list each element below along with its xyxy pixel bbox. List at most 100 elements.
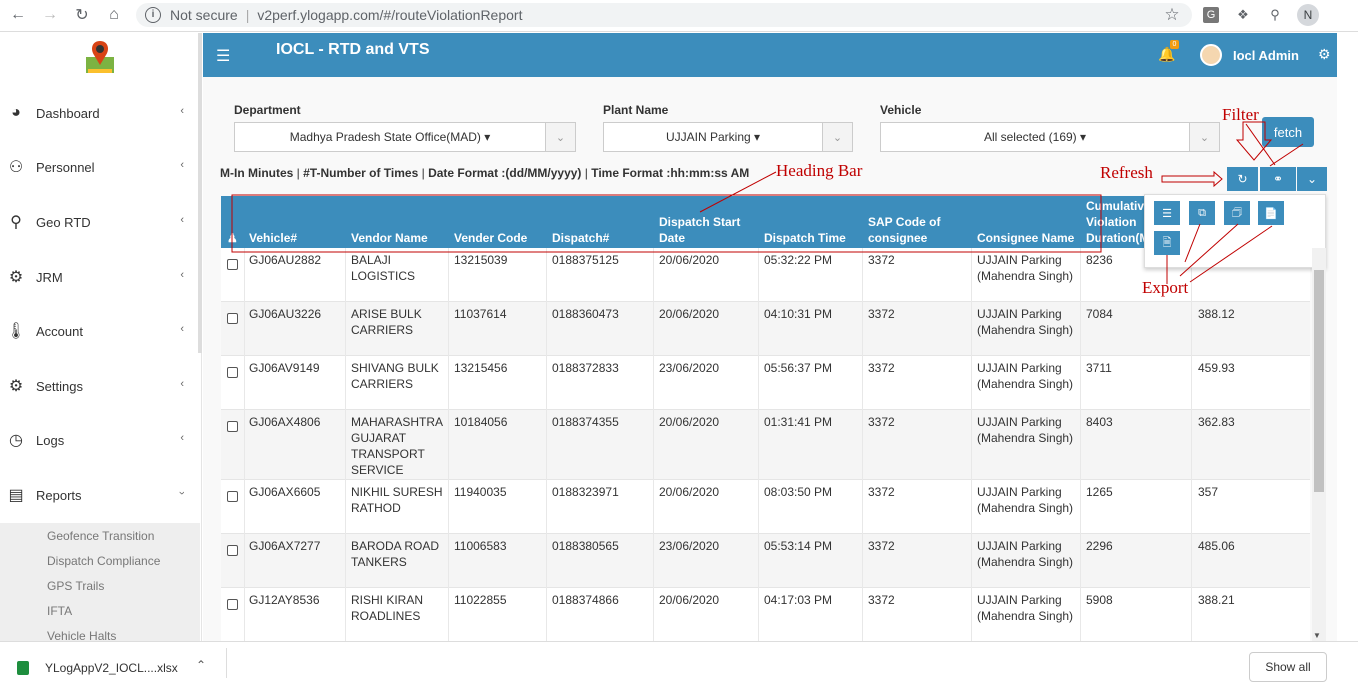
column-header[interactable]: SAP Code of consignee — [868, 215, 941, 245]
user-avatar[interactable] — [1200, 44, 1222, 66]
cell-extra: 388.12 — [1198, 307, 1235, 321]
department-select[interactable]: Madhya Pradesh State Office(MAD) ▾ ⌄ — [234, 122, 576, 152]
export-dropdown-button[interactable]: ⌄ — [1297, 167, 1327, 191]
export-csv-button[interactable]: 📄 — [1257, 200, 1285, 226]
sidebar-scrollbar[interactable] — [198, 33, 202, 353]
sidebar-item-logs[interactable]: ◷ Logs ‹ — [0, 420, 200, 460]
submenu-item-ifta[interactable]: IFTA — [47, 604, 73, 618]
cell-cum: 8403 — [1086, 415, 1113, 429]
submenu-item-gps-trails[interactable]: GPS Trails — [47, 579, 105, 593]
column-header[interactable]: Vender Code — [454, 231, 528, 245]
cell-extra: 485.06 — [1198, 539, 1235, 553]
sidebar-item-geo-rtd[interactable]: ⚲ Geo RTD ‹ — [0, 202, 200, 242]
table-row[interactable]: GJ06AU3226 ARISE BULK CARRIERS 11037614 018… — [221, 302, 1310, 356]
sidebar-item-reports[interactable]: ▤ Reports ‹ — [0, 475, 200, 515]
table-row[interactable]: GJ06AV9149 SHIVANG BULK CARRIERS 13215456 0… — [221, 356, 1310, 410]
home-icon[interactable]: ⌂ — [109, 6, 119, 23]
table-row[interactable]: GJ12AY8536 RISHI KIRAN ROADLINES 11022855 0… — [221, 588, 1310, 641]
cell-vendor: MAHARASHTRA GUJARAT TRANSPORT SERVICE — [351, 415, 443, 477]
profile-avatar[interactable]: N — [1297, 4, 1319, 26]
sidebar-item-dashboard[interactable]: ◕ Dashboard ‹ — [0, 93, 200, 133]
export-excel-button[interactable]: 🗇 — [1223, 200, 1251, 226]
user-name[interactable]: Iocl Admin — [1233, 48, 1299, 63]
cell-extra: 357 — [1198, 485, 1219, 499]
chevron-left-icon: ‹ — [180, 105, 184, 117]
column-header[interactable]: Vendor Name — [351, 231, 428, 245]
sidebar-item-label: JRM — [36, 269, 63, 285]
column-settings-button[interactable]: ☰ — [1153, 200, 1181, 226]
extension-g-icon[interactable]: G — [1203, 7, 1219, 23]
extensions-puzzle-icon[interactable]: ❖ — [1237, 7, 1249, 22]
table-scrollbar-thumb[interactable] — [1314, 270, 1324, 492]
vehicle-value: All selected (169) — [983, 130, 1077, 144]
cell-date: 20/06/2020 — [659, 485, 720, 499]
sidebar: ◕ Dashboard ‹ ⚇ Personnel ‹ ⚲ Geo RTD ‹ … — [0, 33, 202, 641]
sidebar-item-jrm[interactable]: ⚙ JRM ‹ — [0, 257, 200, 297]
row-checkbox[interactable] — [227, 491, 238, 502]
column-header[interactable]: Vehicle# — [249, 231, 298, 245]
row-checkbox[interactable] — [227, 313, 238, 324]
sidebar-item-account[interactable]: 🌡 Account ‹ — [0, 311, 200, 351]
table-row[interactable]: GJ06AX6605 NIKHIL SURESH RATHOD 11940035 01… — [221, 480, 1310, 534]
notification-badge: 0 — [1170, 40, 1179, 49]
divider — [226, 648, 227, 678]
row-checkbox[interactable] — [227, 599, 238, 610]
download-filename[interactable]: YLogAppV2_IOCL....xlsx — [45, 661, 178, 675]
address-bar[interactable]: i Not secure | v2perf.ylogapp.com/#/rout… — [136, 3, 1192, 27]
bookmark-star-icon[interactable]: ☆ — [1164, 5, 1180, 24]
filter-toggle-button[interactable]: ⚭ — [1260, 167, 1296, 191]
plant-select[interactable]: UJJAIN Parking ▾ ⌄ — [603, 122, 853, 152]
column-header[interactable]: Cumulative Violation Duration(M) — [1086, 199, 1154, 245]
cogs-icon[interactable]: ⚙ — [1318, 46, 1331, 62]
bell-icon[interactable]: 🔔 — [1158, 46, 1176, 62]
column-header[interactable]: Dispatch# — [552, 231, 610, 245]
hamburger-menu-icon[interactable]: ☰ — [216, 48, 231, 65]
sidebar-item-personnel[interactable]: ⚇ Personnel ‹ — [0, 147, 200, 187]
cell-code: 10184056 — [454, 415, 508, 429]
cell-consignee: UJJAIN Parking (Mahendra Singh) — [977, 307, 1074, 337]
show-all-button[interactable]: Show all — [1249, 652, 1327, 682]
info-icon[interactable]: i — [145, 7, 161, 23]
cell-time: 08:03:50 PM — [764, 485, 833, 499]
column-divider — [758, 248, 759, 641]
format-legend: M-In Minutes | #T-Number of Times | Date… — [220, 166, 750, 180]
table-row[interactable]: GJ06AU2882 BALAJI LOGISTICS 13215039 018837… — [221, 248, 1310, 302]
chevron-up-icon[interactable]: ⌃ — [196, 658, 207, 672]
chevron-down-icon[interactable]: ⌄ — [545, 123, 575, 151]
scroll-down-arrow-icon[interactable]: ▼ — [1313, 631, 1321, 640]
cell-code: 13215039 — [454, 253, 508, 267]
copy-button[interactable]: ⧉ — [1188, 200, 1216, 226]
legend-times: #T-Number of Times — [303, 166, 419, 180]
vehicle-select[interactable]: All selected (169) ▾ ⌄ — [880, 122, 1220, 152]
refresh-button[interactable]: ↻ — [1227, 167, 1258, 191]
table-row[interactable]: GJ06AX7277 BARODA ROAD TANKERS 11006583 018… — [221, 534, 1310, 588]
chevron-down-icon[interactable]: ⌄ — [1189, 123, 1219, 151]
submenu-item-dispatch-compliance[interactable]: Dispatch Compliance — [47, 554, 161, 568]
sidebar-item-settings[interactable]: ⚙ Settings ‹ — [0, 366, 200, 406]
cell-sap: 3372 — [868, 253, 895, 267]
row-checkbox[interactable] — [227, 367, 238, 378]
url-separator: | — [245, 7, 250, 23]
forward-arrow-icon[interactable]: → — [42, 6, 58, 23]
reload-icon[interactable]: ↻ — [75, 7, 89, 24]
row-checkbox[interactable] — [227, 421, 238, 432]
column-header[interactable]: Consignee Name — [977, 231, 1075, 245]
table-row[interactable]: GJ06AX4806 MAHARASHTRA GUJARAT TRANSPORT … — [221, 410, 1310, 480]
reports-submenu: Geofence Transition Dispatch Compliance … — [0, 523, 200, 641]
column-header[interactable]: Dispatch Start Date — [659, 215, 741, 245]
key-icon[interactable]: ⚲ — [1270, 7, 1280, 22]
chevron-down-icon[interactable]: ⌄ — [822, 123, 852, 151]
submenu-item-vehicle-halts[interactable]: Vehicle Halts — [47, 629, 117, 641]
back-arrow-icon[interactable]: ← — [10, 6, 26, 23]
cell-dispatch: 0188372833 — [552, 361, 619, 375]
row-checkbox[interactable] — [227, 545, 238, 556]
fetch-button[interactable]: fetch — [1262, 117, 1314, 147]
submenu-item-geofence-transition[interactable]: Geofence Transition — [47, 529, 155, 543]
cell-code: 11006583 — [454, 539, 507, 553]
department-label: Department — [234, 103, 301, 117]
cell-consignee: UJJAIN Parking (Mahendra Singh) — [977, 415, 1074, 445]
column-divider — [345, 248, 346, 641]
row-checkbox[interactable] — [227, 259, 238, 270]
column-header[interactable]: Dispatch Time — [764, 231, 846, 245]
